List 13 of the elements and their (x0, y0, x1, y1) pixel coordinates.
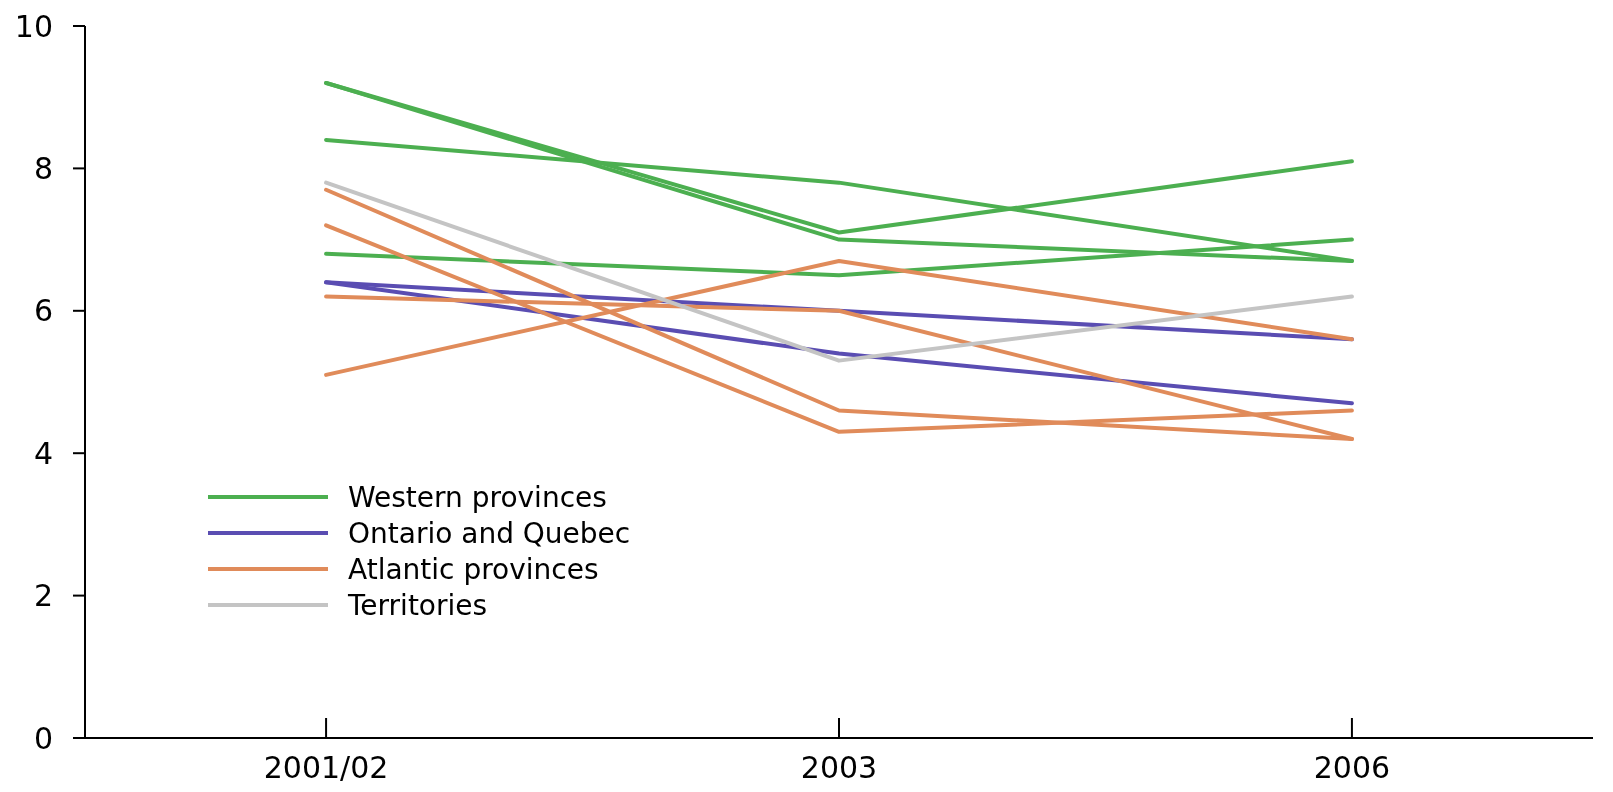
y-tick-label: 8 (33, 150, 53, 186)
legend-label: Territories (347, 588, 488, 622)
legend-label: Atlantic provinces (348, 552, 599, 586)
x-tick-label: 2001/02 (263, 750, 389, 785)
y-tick-label: 2 (33, 578, 53, 614)
legend-label: Western provinces (348, 480, 607, 514)
y-tick-label: 0 (33, 720, 53, 756)
y-tick-label: 6 (33, 293, 53, 329)
y-tick-label: 4 (33, 435, 53, 471)
x-tick-label: 2006 (1313, 750, 1391, 785)
y-tick-label: 10 (14, 8, 53, 44)
x-tick-label: 2003 (800, 750, 878, 785)
legend-label: Ontario and Quebec (348, 516, 631, 550)
